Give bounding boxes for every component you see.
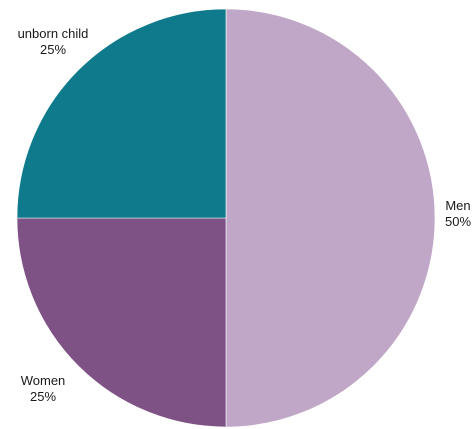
pie-slice-men <box>225 8 436 428</box>
slice-label-women: Women 25% <box>21 373 66 404</box>
pie-slice-women <box>16 217 227 428</box>
slice-category-label: Women <box>21 373 66 388</box>
slice-category-label: Men <box>445 198 470 213</box>
slice-label-men: Men 50% <box>445 198 471 229</box>
pie-labels: Men 50%Women 25%unborn child 25% <box>18 26 472 404</box>
pie-slices <box>16 8 436 428</box>
pie-slice-unborn-child <box>16 8 227 219</box>
slice-value-label: 25% <box>40 42 66 57</box>
slice-value-label: 50% <box>445 214 471 229</box>
slice-category-label: unborn child <box>18 26 89 41</box>
slice-label-unborn-child: unborn child 25% <box>18 26 89 57</box>
slice-value-label: 25% <box>30 389 56 404</box>
